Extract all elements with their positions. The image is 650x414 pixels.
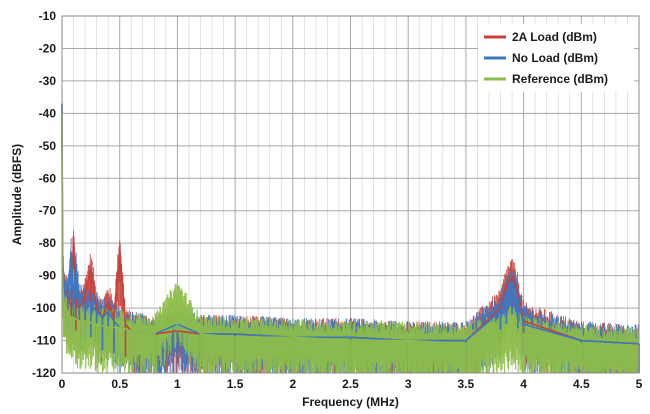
axes: -10-20-30-40-50-60-70-80-90-100-110-1200… — [32, 9, 643, 391]
x-tick-label: 0 — [59, 377, 66, 391]
legend: 2A Load (dBm) No Load (dBm) Reference (d… — [478, 24, 634, 92]
x-tick-label: 1.5 — [227, 377, 244, 391]
x-tick-label: 2.5 — [342, 377, 359, 391]
x-tick-label: 4 — [520, 377, 527, 391]
y-tick-label: -10 — [39, 9, 57, 23]
x-tick-label: 3.5 — [458, 377, 475, 391]
y-tick-label: -90 — [39, 269, 57, 283]
y-tick-label: -70 — [39, 204, 57, 218]
legend-label-reference: Reference (dBm) — [512, 72, 608, 86]
y-tick-label: -110 — [33, 334, 57, 348]
y-axis-title: Amplitude (dBFS) — [10, 144, 24, 245]
y-tick-label: -80 — [39, 236, 57, 250]
noise-band-2 — [62, 276, 640, 373]
x-tick-label: 1 — [174, 377, 181, 391]
legend-label-no-load: No Load (dBm) — [512, 51, 598, 65]
plot-border — [61, 15, 640, 374]
x-axis-title: Frequency (MHz) — [302, 395, 399, 409]
x-tick-label: 5 — [636, 377, 643, 391]
x-tick-label: 3 — [405, 377, 412, 391]
y-tick-label: -50 — [39, 139, 57, 153]
y-tick-label: -60 — [39, 171, 57, 185]
noise-floor — [62, 230, 640, 373]
legend-label-2a-load: 2A Load (dBm) — [512, 30, 597, 44]
x-tick-label: 2 — [289, 377, 296, 391]
x-tick-label: 0.5 — [111, 377, 128, 391]
y-tick-label: -120 — [32, 366, 56, 380]
x-tick-label: 4.5 — [573, 377, 590, 391]
y-tick-label: -100 — [32, 301, 56, 315]
y-tick-label: -20 — [39, 41, 57, 55]
y-tick-label: -40 — [39, 106, 57, 120]
y-tick-label: -30 — [39, 74, 57, 88]
